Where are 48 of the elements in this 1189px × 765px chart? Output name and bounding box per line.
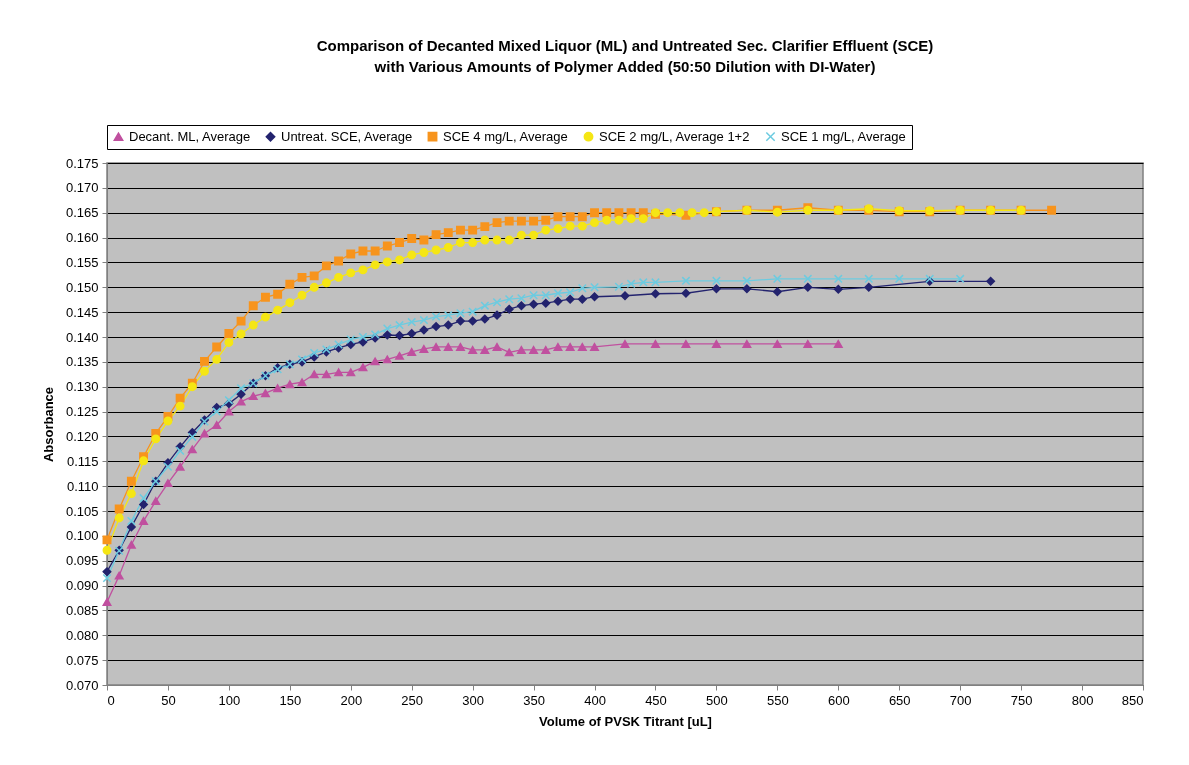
- x-tick-label: 350: [523, 692, 545, 708]
- legend-label: SCE 4 mg/L, Average: [443, 128, 568, 144]
- chart-title: Comparison of Decanted Mixed Liquor (ML) and Untreated Sec. Clarifier Effluent (SCE) with Various Amounts of Polymer Added (50:50 Dilution with DI-Water): [316, 36, 934, 75]
- x-tick-label: 750: [1010, 692, 1033, 708]
- x-tick-label: 550: [767, 692, 789, 708]
- x-tick-label: 800: [1071, 692, 1094, 708]
- y-tick-label: 0.120: [65, 428, 99, 444]
- x-tick-label: 150: [279, 692, 302, 708]
- y-tick-label: 0.105: [65, 503, 99, 519]
- y-tick-label: 0.100: [65, 528, 99, 544]
- y-tick-label: 0.155: [65, 254, 99, 270]
- y-tick-label: 0.110: [66, 478, 99, 494]
- legend-label: SCE 2 mg/L, Average 1+2: [599, 128, 750, 144]
- x-tick-label: 50: [161, 692, 176, 708]
- x-tick-label: 500: [706, 692, 728, 708]
- x-tick-label: 200: [340, 692, 363, 708]
- y-tick-label: 0.165: [65, 205, 99, 221]
- x-tick-label: 700: [949, 692, 972, 708]
- y-tick-label: 0.145: [65, 304, 99, 320]
- y-tick-label: 0.140: [65, 329, 99, 345]
- y-tick-label: 0.115: [66, 453, 99, 469]
- x-tick-label: 250: [401, 692, 424, 708]
- y-tick-label: 0.085: [65, 602, 99, 618]
- x-tick-label: 450: [645, 692, 667, 708]
- y-tick-label: 0.135: [65, 354, 99, 370]
- x-tick-label: 100: [218, 692, 241, 708]
- x-tick-label: 650: [888, 692, 911, 708]
- x-axis-title: Volume of PVSK Titrant [uL]: [539, 713, 712, 729]
- x-tick-label: 0: [107, 692, 115, 708]
- y-tick-label: 0.075: [65, 652, 99, 668]
- y-tick-label: 0.150: [65, 279, 99, 295]
- x-tick-label: 400: [584, 692, 606, 708]
- y-tick-label: 0.125: [65, 404, 99, 420]
- legend-label: Decant. ML, Average: [129, 128, 251, 144]
- y-tick-label: 0.070: [65, 677, 99, 693]
- x-tick-label: 300: [462, 692, 484, 708]
- y-tick-label: 0.130: [65, 379, 99, 395]
- y-tick-label: 0.175: [65, 155, 99, 171]
- y-tick-label: 0.090: [65, 578, 99, 594]
- y-axis-title: Absorbance: [40, 386, 56, 463]
- y-tick-label: 0.095: [65, 553, 99, 569]
- legend-label: Untreat. SCE, Average: [281, 128, 413, 144]
- y-tick-label: 0.160: [65, 230, 99, 246]
- x-tick-label: 600: [827, 692, 850, 708]
- y-tick-label: 0.170: [65, 180, 99, 196]
- y-tick-label: 0.080: [65, 627, 99, 643]
- x-tick-label: 850: [1121, 692, 1144, 708]
- legend-label: SCE 1 mg/L, Average: [781, 128, 906, 144]
